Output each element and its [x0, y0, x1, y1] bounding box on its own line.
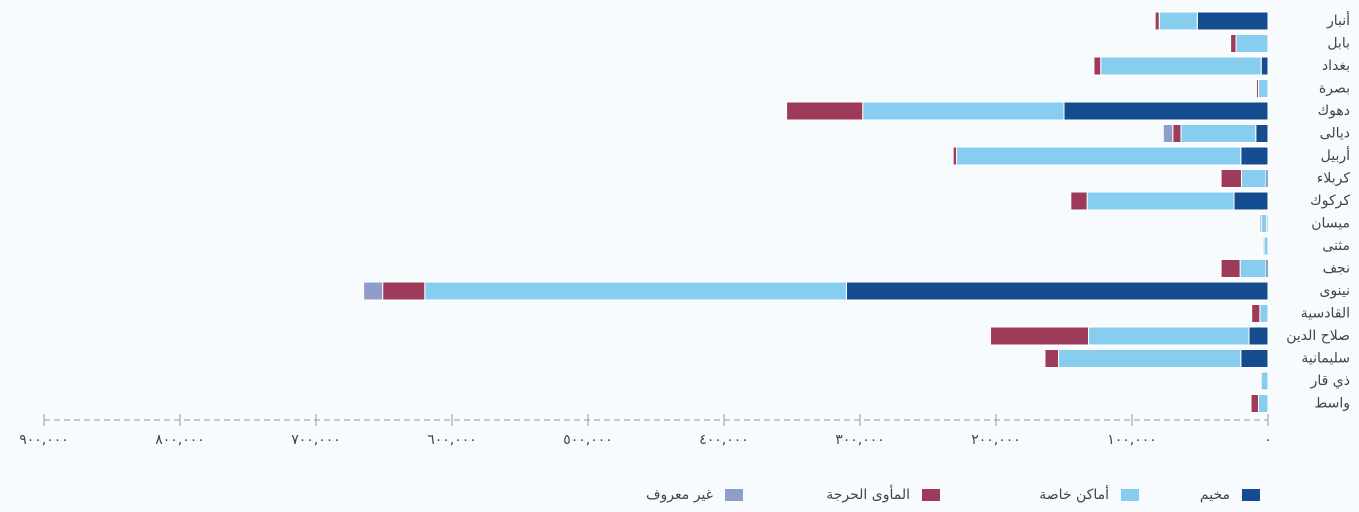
bar-segment: [1100, 56, 1262, 76]
bar-segment: [1240, 146, 1269, 166]
legend-swatch: [1242, 489, 1260, 501]
x-tick-label: ٨٠٠,٠٠٠: [155, 432, 205, 448]
bar-segment: [1070, 191, 1088, 211]
category-label: كربلاء: [1317, 171, 1351, 187]
x-tick-label: ٧٠٠,٠٠٠: [291, 432, 341, 448]
bar-segment: [1158, 11, 1198, 31]
category-label: القادسية: [1301, 306, 1350, 322]
category-label: مثنى: [1322, 238, 1350, 254]
legend-label: مخيم: [1200, 487, 1230, 503]
bar-segment: [363, 281, 384, 301]
bar-segment: [1260, 56, 1269, 76]
bar-segment: [1086, 191, 1235, 211]
legend-swatch: [725, 489, 743, 501]
category-label: ميسان: [1311, 216, 1350, 232]
bar-segment: [862, 101, 1065, 121]
bar-segment: [1180, 124, 1257, 143]
bar-segment: [1255, 79, 1259, 98]
x-tick-label: ٩٠٠,٠٠٠: [19, 432, 69, 448]
bar-segment: [1239, 259, 1267, 278]
category-label: بصرة: [1319, 81, 1350, 97]
bar-segment: [1259, 214, 1262, 233]
category-label: كركوك: [1310, 193, 1350, 209]
legend-label: المأوى الحرجة: [826, 484, 910, 503]
category-label: سليمانية: [1301, 351, 1350, 367]
legend-swatch: [1121, 489, 1139, 501]
bar-segment: [1259, 304, 1269, 323]
x-tick-label: ٦٠٠,٠٠٠: [427, 432, 477, 448]
bar-segment: [786, 101, 864, 121]
bar-segment: [1220, 259, 1241, 278]
bar-segment: [1196, 11, 1269, 31]
category-label: أنبار: [1326, 11, 1350, 29]
x-tick-label: ١٠٠,٠٠٠: [1107, 432, 1157, 448]
category-label: دهوك: [1318, 103, 1350, 119]
bar-segment: [1154, 11, 1160, 31]
legend-label: أماكن خاصة: [1039, 485, 1109, 503]
category-label: ذي قار: [1310, 373, 1350, 389]
bar-segment: [1248, 326, 1269, 346]
bar-segment: [1262, 236, 1265, 256]
bar-segment: [1172, 124, 1182, 143]
bar-segment: [1093, 56, 1102, 76]
bar-segment: [1255, 124, 1269, 143]
category-label: نجف: [1323, 261, 1350, 277]
category-label: واسط: [1314, 396, 1350, 412]
bar-segment: [1263, 236, 1269, 256]
bar-segment: [1087, 326, 1250, 346]
bar-segment: [1240, 349, 1269, 368]
bar-segment: [1257, 394, 1269, 413]
category-label: بابل: [1327, 36, 1350, 52]
bar-segment: [1233, 191, 1269, 211]
bar-segment: [1044, 349, 1060, 368]
legend-label: غير معروف: [646, 487, 713, 503]
x-tick-label: ٤٠٠,٠٠٠: [699, 432, 749, 448]
bar-segment: [1162, 124, 1174, 143]
bar-segment: [424, 281, 847, 301]
bar-segment: [382, 281, 426, 301]
bar-segment: [1240, 169, 1267, 188]
category-label: نينوى: [1319, 283, 1350, 299]
category-label: صلاح الدين: [1286, 328, 1350, 344]
bar-segment: [1257, 79, 1269, 98]
category-label: ديالى: [1320, 126, 1350, 142]
bar-segment: [1220, 169, 1242, 188]
x-tick-label: ٣٠٠,٠٠٠: [835, 432, 885, 448]
bar-segment: [1251, 304, 1261, 323]
bar-segment: [1063, 101, 1269, 121]
bar-segment: [990, 326, 1089, 346]
bar-segment: [1260, 371, 1269, 391]
bar-segment: [1260, 214, 1268, 233]
x-tick-label: ٥٠٠,٠٠٠: [563, 432, 613, 448]
category-label: أربيل: [1321, 146, 1350, 164]
legend-swatch: [922, 489, 940, 501]
bar-segment: [956, 146, 1242, 166]
bar-segment: [1230, 34, 1237, 53]
bar-segment: [1250, 394, 1259, 413]
bar-segment: [1058, 349, 1242, 368]
x-tick-label: ٢٠٠,٠٠٠: [971, 432, 1021, 448]
x-tick-label: ٠: [1264, 432, 1272, 448]
bar-segment: [1235, 34, 1269, 53]
bar-segment: [845, 281, 1269, 301]
category-label: بغداد: [1322, 58, 1350, 74]
bar-segment: [952, 146, 958, 166]
